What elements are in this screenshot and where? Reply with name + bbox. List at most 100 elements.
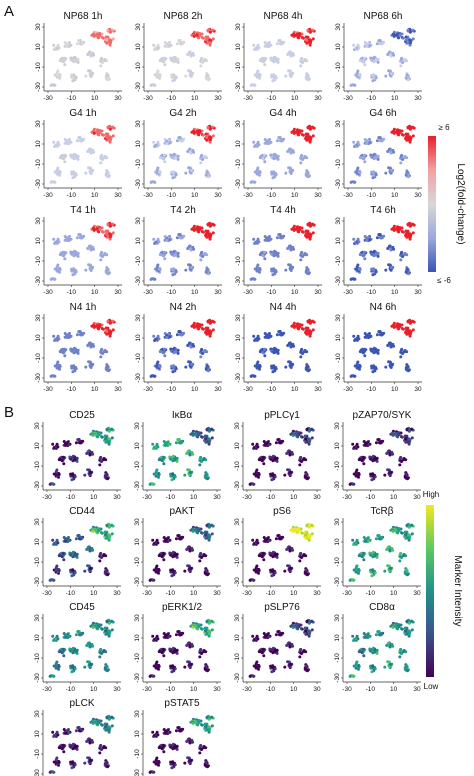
data-point [63, 235, 67, 238]
y-tick-label: 10 [334, 442, 341, 450]
data-point [201, 61, 205, 64]
data-point [63, 138, 67, 141]
data-point [99, 258, 103, 262]
data-point [357, 554, 361, 558]
data-point [399, 355, 403, 359]
data-point [65, 238, 68, 242]
data-point [408, 329, 412, 333]
data-point [354, 568, 358, 572]
y-tick-label: 30 [235, 314, 242, 322]
data-point [308, 135, 312, 139]
data-point [74, 76, 78, 80]
data-point [275, 333, 279, 337]
plot-title: N4 1h [70, 302, 97, 313]
data-point [57, 240, 61, 244]
data-point [204, 437, 208, 441]
y-tick-label: 10 [134, 442, 141, 450]
data-point [103, 349, 107, 352]
data-point [158, 59, 162, 63]
y-tick-label: 10 [235, 237, 242, 245]
data-point [405, 73, 409, 77]
data-point [265, 238, 268, 242]
data-point [72, 267, 76, 271]
data-point [198, 33, 202, 37]
data-point [74, 270, 78, 274]
data-point [104, 472, 108, 476]
y-tick-label: 10 [35, 237, 42, 245]
data-point [305, 170, 309, 174]
data-point [103, 475, 107, 479]
data-point [155, 538, 159, 542]
data-point [210, 427, 214, 431]
data-point [203, 58, 207, 61]
data-point [97, 36, 101, 40]
data-point [203, 349, 207, 352]
data-point [108, 38, 112, 42]
y-tick-label: 10 [235, 334, 242, 342]
data-point [375, 42, 379, 46]
data-point [263, 56, 266, 60]
data-point [363, 250, 366, 254]
data-point [165, 238, 168, 242]
data-point [110, 427, 114, 431]
plot-title: CD25 [69, 410, 95, 421]
data-point [58, 253, 62, 257]
data-point [274, 76, 278, 80]
data-point [98, 559, 102, 563]
data-point [49, 277, 53, 281]
data-point [149, 83, 153, 87]
data-point [86, 247, 90, 250]
data-point [284, 171, 288, 175]
data-point [408, 140, 412, 144]
data-point [255, 364, 259, 368]
y-tick-label: 30 [234, 422, 241, 430]
data-point [71, 568, 75, 572]
data-point [262, 551, 265, 555]
data-point [104, 229, 108, 233]
data-point [289, 567, 292, 570]
data-point [291, 245, 295, 249]
x-tick-label: 10 [91, 95, 99, 102]
data-point [101, 230, 105, 234]
data-point [205, 170, 209, 174]
x-tick-label: 10 [90, 494, 98, 501]
x-tick-label: 30 [414, 192, 422, 199]
data-point [363, 41, 367, 44]
data-point [256, 43, 260, 47]
data-point [409, 41, 412, 45]
data-point [155, 170, 159, 174]
data-point [251, 538, 255, 542]
data-point [355, 170, 359, 174]
data-point [369, 56, 373, 60]
data-point [281, 235, 285, 239]
data-point [206, 125, 210, 129]
data-point [395, 324, 399, 328]
y-tick-label: -30 [335, 373, 342, 383]
data-point [310, 523, 314, 527]
data-point [194, 528, 198, 532]
y-tick-label: 30 [135, 23, 142, 31]
data-point [354, 470, 358, 474]
y-tick-label: -30 [35, 179, 42, 189]
data-point [157, 143, 161, 147]
data-point [355, 442, 359, 446]
x-tick-label: -30 [243, 386, 253, 393]
data-point [275, 139, 279, 143]
data-point [404, 76, 408, 80]
y-tick-label: 30 [135, 314, 142, 322]
x-tick-label: -10 [367, 192, 377, 199]
data-point [294, 432, 298, 436]
data-point [204, 132, 208, 136]
data-point [87, 50, 91, 54]
data-point [391, 433, 395, 437]
data-point [257, 143, 261, 147]
data-point [397, 528, 401, 532]
data-point [190, 169, 193, 172]
data-point [190, 450, 194, 454]
data-point [369, 250, 373, 254]
data-point [183, 473, 187, 477]
data-point [63, 250, 66, 254]
data-point [208, 140, 212, 144]
data-point [305, 73, 309, 77]
data-point [73, 458, 77, 462]
